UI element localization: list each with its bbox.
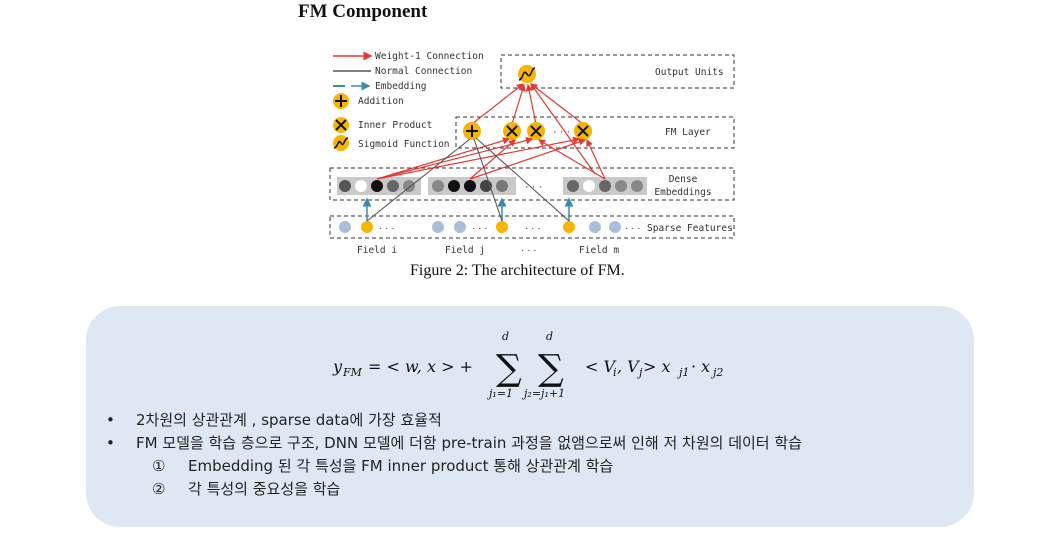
formula-dot: · x: [691, 357, 710, 376]
formula-middle: = < w, x > +: [368, 357, 473, 376]
dense-label-2: Embeddings: [654, 187, 711, 198]
bullet-item-1: • 2차원의 상관관계 , sparse data에 가장 효율적: [106, 411, 442, 429]
fm-inner-node-3: [574, 122, 592, 140]
fm-to-output-edges: [471, 83, 596, 175]
legend-weight1: Weight-1 Connection: [375, 51, 484, 62]
sub-item-1: ① Embedding 된 각 특성을 FM inner product 통해 상…: [152, 457, 614, 475]
formula-x2-sub: j2: [710, 366, 723, 379]
formula-tail-end: > x: [643, 357, 671, 376]
sparse-nodes: [339, 221, 621, 233]
page-title: FM Component: [298, 1, 428, 22]
field-j-label: Field j: [445, 245, 485, 256]
fm-formula: y FM = < w, x > + ∑ d j₁=1 ∑ d j₂=j₁+1 <…: [86, 320, 974, 400]
summary-box: y FM = < w, x > + ∑ d j₁=1 ∑ d j₂=j₁+1 <…: [86, 306, 974, 527]
formula-tail-sub-i: i: [613, 366, 617, 379]
figure-caption: Figure 2: The architecture of FM.: [410, 262, 625, 279]
fm-layer-box: [455, 116, 735, 149]
dense-nodes: [339, 180, 643, 192]
formula-lhs: y: [332, 357, 343, 376]
formula-x1-sub: j1: [676, 366, 689, 379]
bullet-item-2: • FM 모델을 학습 층으로 구조, DNN 모델에 더함 pre-train …: [106, 434, 802, 452]
sparse-ellipsis-2: · · ·: [472, 223, 488, 234]
legend-addition: Addition: [358, 96, 404, 107]
fields-ellipsis: · · ·: [521, 245, 537, 256]
sum1-lower: j₁=1: [486, 387, 513, 400]
sum1-upper: d: [502, 330, 509, 343]
sum2-lower: j₂=j₁+1: [521, 387, 565, 400]
sum-symbol-2: ∑: [538, 348, 564, 389]
dense-to-fm-edges: [376, 136, 606, 180]
field-i-label: Field i: [357, 245, 397, 256]
field-m-label: Field m: [579, 245, 619, 256]
fm-layer-label: FM Layer: [665, 127, 711, 138]
sum-symbol-1: ∑: [496, 348, 522, 389]
embedding-arrows: [362, 197, 574, 221]
dense-label-1: Dense: [669, 174, 698, 185]
sigmoid-icon: [333, 135, 349, 151]
legend-sigmoid: Sigmoid Function: [358, 139, 450, 150]
output-sigmoid-node: [518, 65, 536, 83]
fm-inner-node-2: [527, 122, 545, 140]
dense-ellipsis: · · ·: [525, 181, 542, 193]
sparse-ellipsis-3: · · ·: [525, 223, 541, 234]
sparse-ellipsis-1: · · ·: [379, 223, 395, 234]
addition-icon: [333, 93, 349, 109]
fm-addition-node: [463, 122, 481, 140]
formula-tail-sub-j: j: [636, 366, 643, 379]
legend-embedding: Embedding: [375, 81, 426, 92]
sparse-ellipsis-4: · · ·: [625, 223, 641, 234]
formula-tail: < V: [585, 357, 616, 376]
legend-normal: Normal Connection: [375, 66, 472, 77]
legend-inner: Inner Product: [358, 120, 432, 131]
output-units-label: Output Units: [655, 67, 724, 78]
formula-tail-mid: , V: [617, 357, 640, 376]
fm-architecture-figure: Weight-1 Connection Normal Connection Em…: [325, 44, 740, 262]
fm-inner-node-1: [503, 122, 521, 140]
dense-embeddings-box: [329, 167, 735, 201]
fm-ellipsis: · · ·: [553, 126, 570, 138]
sparse-to-addition-edges: [366, 137, 570, 222]
inner-product-icon: [333, 117, 349, 133]
bullet-list: • 2차원의 상관관계 , sparse data에 가장 효율적 • FM 모델을…: [106, 409, 802, 501]
sparse-features-box: [329, 215, 735, 239]
sparse-label: Sparse Features: [647, 223, 733, 234]
formula-lhs-sub: FM: [342, 366, 363, 379]
sum2-upper: d: [546, 330, 553, 343]
legend: Weight-1 Connection Normal Connection Em…: [333, 51, 484, 151]
